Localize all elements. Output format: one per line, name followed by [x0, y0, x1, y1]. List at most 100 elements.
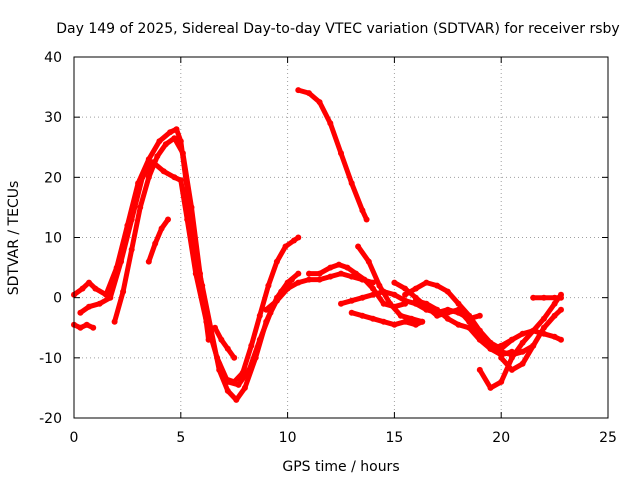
data-point [214, 354, 221, 361]
series-arc-4 [111, 135, 212, 343]
data-point [530, 294, 537, 301]
series-trace [216, 235, 301, 385]
data-point [145, 174, 152, 181]
data-point [165, 216, 171, 223]
data-point [519, 330, 526, 337]
data-point [282, 243, 289, 250]
data-point [397, 312, 404, 319]
y-tick-label: 30 [44, 110, 62, 126]
x-tick-label: 0 [70, 430, 79, 446]
data-point [316, 270, 323, 277]
grid [74, 57, 608, 418]
x-tick-label: 20 [492, 430, 510, 446]
data-point [248, 342, 255, 349]
data-point [188, 204, 195, 211]
data-point [380, 318, 387, 325]
data-point [327, 120, 334, 127]
data-point [508, 351, 515, 358]
data-point [177, 177, 184, 184]
data-point [540, 294, 547, 301]
data-point [216, 360, 223, 367]
data-point [128, 246, 135, 253]
data-point [540, 324, 547, 331]
data-point [412, 285, 419, 292]
axis-ticks: 0 5 10 15 20 25 -20 -10 0 10 20 30 40 [39, 50, 617, 446]
data-point [355, 243, 362, 250]
data-point [519, 348, 526, 355]
data-point [212, 324, 218, 331]
data-point [86, 303, 92, 310]
data-point [295, 279, 302, 286]
data-series [71, 87, 564, 403]
data-point [173, 126, 180, 133]
data-point [154, 153, 161, 160]
series-trace [295, 87, 370, 222]
y-tick-label: 10 [44, 231, 62, 247]
data-point [92, 285, 99, 292]
data-point [455, 300, 462, 307]
series-trace [413, 298, 515, 352]
data-point [498, 354, 505, 361]
x-axis-label: GPS time / hours [282, 459, 399, 475]
data-point [179, 150, 186, 157]
data-point [419, 318, 426, 325]
series-arc-16 [412, 297, 515, 352]
data-point [145, 156, 152, 163]
series-trace [146, 217, 171, 265]
series-arc-20 [530, 294, 564, 301]
data-point [466, 324, 473, 331]
data-point [263, 306, 270, 313]
data-point [111, 318, 118, 325]
data-point [365, 258, 372, 265]
series-trace [212, 325, 237, 361]
data-point [152, 240, 159, 247]
data-point [77, 324, 84, 331]
data-point [139, 174, 146, 181]
data-point [402, 318, 409, 325]
data-point [558, 306, 564, 313]
data-point [370, 291, 376, 298]
data-point [316, 276, 323, 283]
data-point [476, 336, 483, 343]
data-point [359, 294, 366, 301]
data-point [137, 204, 144, 211]
data-point [145, 258, 152, 265]
series-trace [112, 135, 212, 343]
y-tick-label: 40 [44, 50, 62, 66]
data-point [348, 309, 355, 316]
data-point [476, 312, 483, 319]
data-point [387, 300, 394, 307]
data-point [519, 360, 526, 367]
data-point [184, 216, 191, 223]
series-arc-19 [498, 306, 564, 373]
data-point [391, 279, 398, 286]
data-point [306, 270, 312, 277]
data-point [295, 234, 302, 241]
y-tick-label: -10 [39, 351, 62, 367]
data-point [487, 384, 494, 391]
data-point [288, 276, 295, 283]
x-tick-label: 10 [279, 430, 297, 446]
data-point [156, 138, 163, 145]
data-point [530, 342, 537, 349]
data-point [231, 378, 238, 385]
data-point [361, 276, 368, 283]
data-point [508, 366, 515, 373]
data-point [376, 282, 383, 289]
data-point [167, 129, 174, 136]
data-point [171, 174, 178, 181]
data-point [508, 336, 515, 343]
data-point [551, 312, 558, 319]
data-point [540, 315, 547, 322]
y-axis-label: SDTVAR / TECUs [6, 181, 22, 296]
data-point [412, 297, 419, 304]
data-point [79, 285, 86, 292]
data-point [162, 141, 169, 148]
data-point [218, 336, 225, 343]
data-point [391, 291, 398, 298]
data-point [224, 387, 231, 394]
data-point [77, 309, 84, 316]
chart-title: Day 149 of 2025, Sidereal Day-to-day VTE… [56, 21, 619, 37]
y-tick-label: -20 [39, 411, 62, 427]
data-point [412, 321, 419, 328]
